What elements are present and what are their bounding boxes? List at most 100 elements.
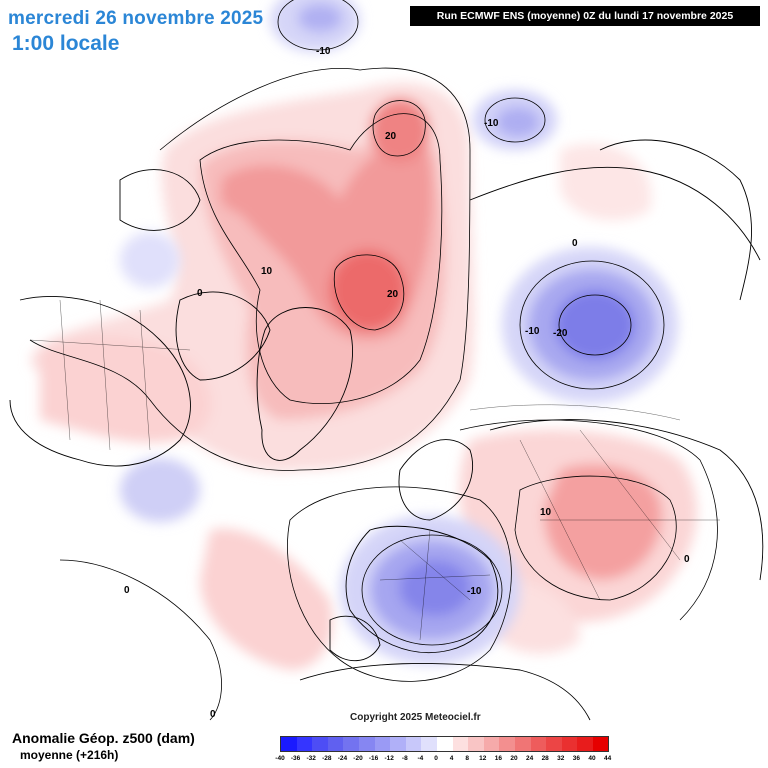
legend-tick-label: -8 <box>401 755 408 762</box>
coast-siberia <box>469 166 761 261</box>
coast-africa <box>299 662 591 721</box>
legend-swatch <box>514 737 531 751</box>
contour-zero-asia <box>459 419 718 621</box>
legend-tick-label: 36 <box>572 755 581 762</box>
contour-20-greenland <box>333 254 405 331</box>
ridge-canadian-core <box>370 98 430 162</box>
contour-label: -10 <box>484 118 499 129</box>
border-russia <box>469 404 681 421</box>
contour-neg10-north-pacific <box>277 0 359 51</box>
contour-label: 0 <box>124 585 130 596</box>
forecast-date: mercredi 26 novembre 2025 <box>8 8 264 29</box>
border-asia-1 <box>519 429 720 601</box>
legend-ticks: -40 -36 -32 -28 -24 -20 -16 -12 -8 -4 0 4 8 12 16 20 24 2… <box>275 755 612 765</box>
borders <box>29 299 720 641</box>
legend-tick-label: -4 <box>417 755 424 762</box>
coast-canada-arctic <box>175 291 271 381</box>
legend-swatch <box>421 737 437 751</box>
trough-europe-core <box>399 560 471 616</box>
trough-pacific-west <box>120 232 180 288</box>
legend-swatch <box>499 737 515 751</box>
contour-label: 10 <box>261 266 273 277</box>
legend-swatch <box>358 737 375 751</box>
contour-label: 0 <box>210 709 216 720</box>
border-us-states-1 <box>59 299 151 451</box>
legend-swatch <box>561 737 578 751</box>
ridge-east-asia <box>560 143 652 221</box>
coast-north-america <box>9 295 191 467</box>
legend-tick-label: 20 <box>510 755 518 762</box>
contour-label: -20 <box>553 328 568 339</box>
legend-tick-label: -36 <box>290 755 301 762</box>
ridge-central-asia-inner <box>544 464 662 580</box>
legend-tick-label: 28 <box>541 755 549 762</box>
coast-alaska <box>119 169 201 231</box>
variable-subtitle: moyenne (+216h) <box>20 748 119 762</box>
border-us-canada <box>29 339 191 351</box>
color-legend <box>280 736 610 752</box>
contour-label: -10 <box>467 586 482 597</box>
legend-swatch <box>281 737 297 751</box>
border-europe-1 <box>379 529 491 641</box>
legend-swatch <box>592 737 609 751</box>
legend-tick-label: -16 <box>368 755 379 762</box>
legend-swatch <box>390 737 406 751</box>
legend-tick-label: -32 <box>306 755 316 762</box>
legend-swatch <box>296 737 313 751</box>
forecast-time: 1:00 locale <box>12 32 120 55</box>
legend-tick-label: -24 <box>337 755 348 762</box>
contour-label: 20 <box>385 131 397 142</box>
legend-tick-label: 8 <box>465 755 469 762</box>
contour-zero-arctic <box>29 67 471 471</box>
coast-east-asia <box>599 139 752 301</box>
variable-title: Anomalie Géop. z500 (dam) <box>12 730 195 746</box>
contour-zero-europe <box>287 486 512 682</box>
legend-swatch <box>530 737 547 751</box>
ridge-north-america <box>40 336 212 443</box>
contour-label: 0 <box>572 238 578 249</box>
contour-neg20-siberia <box>558 294 632 356</box>
contour-label: -10 <box>525 326 540 337</box>
contour-label: 10 <box>540 507 552 518</box>
legend-tick-label: -40 <box>275 755 285 762</box>
legend-tick-label: 12 <box>479 755 487 762</box>
legend-swatch <box>312 737 328 751</box>
contour-10-arctic <box>199 113 443 405</box>
contour-neg10-east-siberia <box>484 97 546 143</box>
contour-neg10-siberia <box>519 260 665 390</box>
legend-swatch <box>577 737 593 751</box>
run-info: Run ECMWF ENS (moyenne) 0Z du lundi 17 n… <box>410 6 760 26</box>
copyright: Copyright 2025 Meteociel.fr <box>350 712 481 723</box>
legend-tick-label: 16 <box>494 755 503 762</box>
contour-zero-atlantic <box>59 559 222 721</box>
legend-tick-label: 44 <box>603 755 612 762</box>
legend-tick-label: 32 <box>557 755 565 762</box>
trough-west-siberia-core <box>555 290 635 360</box>
coast-greenland <box>256 307 353 461</box>
contour-label: -10 <box>316 46 331 57</box>
legend-tick-label: 40 <box>588 755 596 762</box>
legend-swatch <box>468 737 484 751</box>
contour-10-asia <box>514 475 677 601</box>
legend-swatch <box>405 737 422 751</box>
legend-tick-label: 4 <box>449 755 454 762</box>
contour-label: 0 <box>684 554 690 565</box>
trough-north-atlantic <box>120 458 200 522</box>
contour-labels: -10 20 20 10 0 -10 -10 -20 0 10 -10 0 0 … <box>124 46 690 720</box>
positive-anomaly-fields <box>30 82 697 670</box>
legend-swatch <box>343 737 359 751</box>
legend-tick-label: -28 <box>322 755 332 762</box>
coast-iberia <box>329 615 381 662</box>
legend-tick-label: -20 <box>353 755 363 762</box>
legend-tick-label: -12 <box>384 755 394 762</box>
legend-swatch <box>483 737 500 751</box>
ridge-arctic-side-core <box>220 173 300 217</box>
legend-swatch <box>327 737 344 751</box>
trough-north-pacific-core <box>298 4 342 32</box>
coast-europe <box>345 525 499 654</box>
contour-20-canadian <box>372 100 426 157</box>
trough-east-siberia-core <box>496 107 540 137</box>
contour-lines <box>29 0 718 721</box>
ridge-atlantic <box>200 528 333 670</box>
